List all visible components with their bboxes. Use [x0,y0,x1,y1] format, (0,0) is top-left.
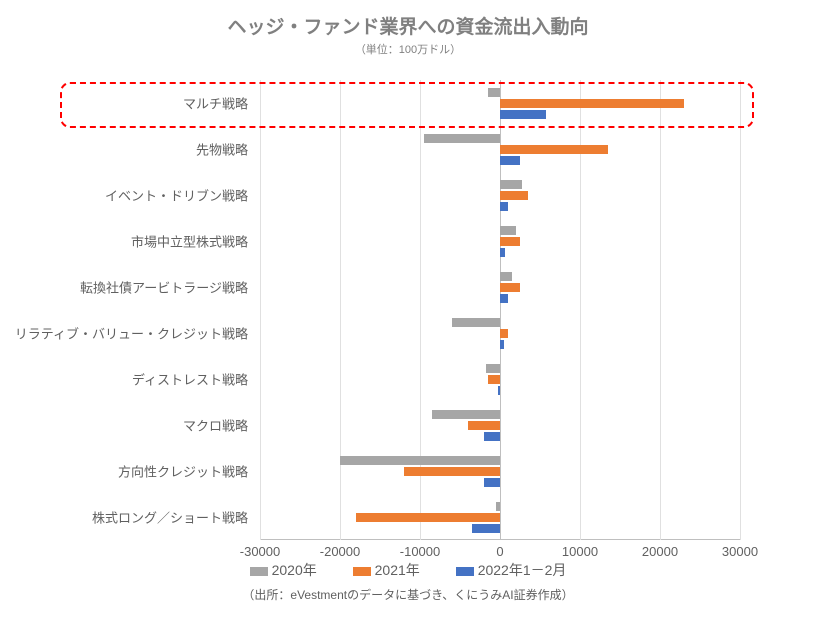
bar [500,329,508,338]
bar [500,283,520,292]
x-tick-label: -10000 [400,544,440,559]
x-tick-label: 30000 [722,544,758,559]
category-label: マクロ戦略 [183,416,248,435]
gridline [740,80,741,540]
category-label: 株式ロング／ショート戦略 [92,508,248,527]
bar [486,364,500,373]
x-tick-label: -20000 [320,544,360,559]
x-tick-label: 10000 [562,544,598,559]
bar [500,202,508,211]
chart-container: ヘッジ・ファンド業界への資金流出入動向 （単位：100万ドル） マルチ戦略先物戦… [0,0,816,629]
category-label: マルチ戦略 [183,94,248,113]
bar [452,318,500,327]
x-tick-label: 20000 [642,544,678,559]
x-tick-label: -30000 [240,544,280,559]
bar [500,237,520,246]
category-label: リラティブ・バリュー・クレジット戦略 [15,324,248,343]
category-label: ディストレスト戦略 [132,370,248,389]
bar [356,513,500,522]
bar [340,456,500,465]
legend-swatch-2020 [250,567,268,576]
chart-title: ヘッジ・ファンド業界への資金流出入動向 [0,0,816,39]
legend-item-2021: 2021年 [353,560,420,580]
gridline [660,80,661,540]
bar [468,421,500,430]
bar [500,272,512,281]
bar [484,478,500,487]
bar [488,88,500,97]
bar [404,467,500,476]
gridline [260,80,261,540]
bar [472,524,500,533]
bar [500,294,508,303]
bar [500,340,504,349]
category-label: 先物戦略 [196,140,248,159]
category-label: 市場中立型株式戦略 [131,232,248,251]
category-label: 方向性クレジット戦略 [118,462,248,481]
bar [484,432,500,441]
legend-swatch-2022 [456,567,474,576]
bar [500,156,520,165]
x-tick-label: 0 [496,544,503,559]
bar [500,99,684,108]
bar [500,191,528,200]
bar [488,375,500,384]
category-label: 転換社債アービトラージ戦略 [80,278,248,297]
legend: 2020年 2021年 2022年1－2月 [0,560,816,580]
legend-swatch-2021 [353,567,371,576]
bar [500,248,505,257]
bar [498,386,500,395]
bar [500,180,522,189]
bar [432,410,500,419]
legend-item-2022: 2022年1－2月 [456,560,567,580]
bar [496,502,500,511]
bar [500,145,608,154]
plot-area: -30000-20000-100000100002000030000 [260,80,740,540]
bar [500,110,546,119]
category-labels: マルチ戦略先物戦略イベント・ドリブン戦略市場中立型株式戦略転換社債アービトラージ… [0,80,254,540]
gridline [340,80,341,540]
bar [424,134,500,143]
category-label: イベント・ドリブン戦略 [105,186,248,205]
bar [500,226,516,235]
chart-subtitle: （単位：100万ドル） [0,41,816,57]
legend-item-2020: 2020年 [250,560,317,580]
source-note: （出所：eVestmentのデータに基づき、くにうみAI証券作成） [0,586,816,603]
